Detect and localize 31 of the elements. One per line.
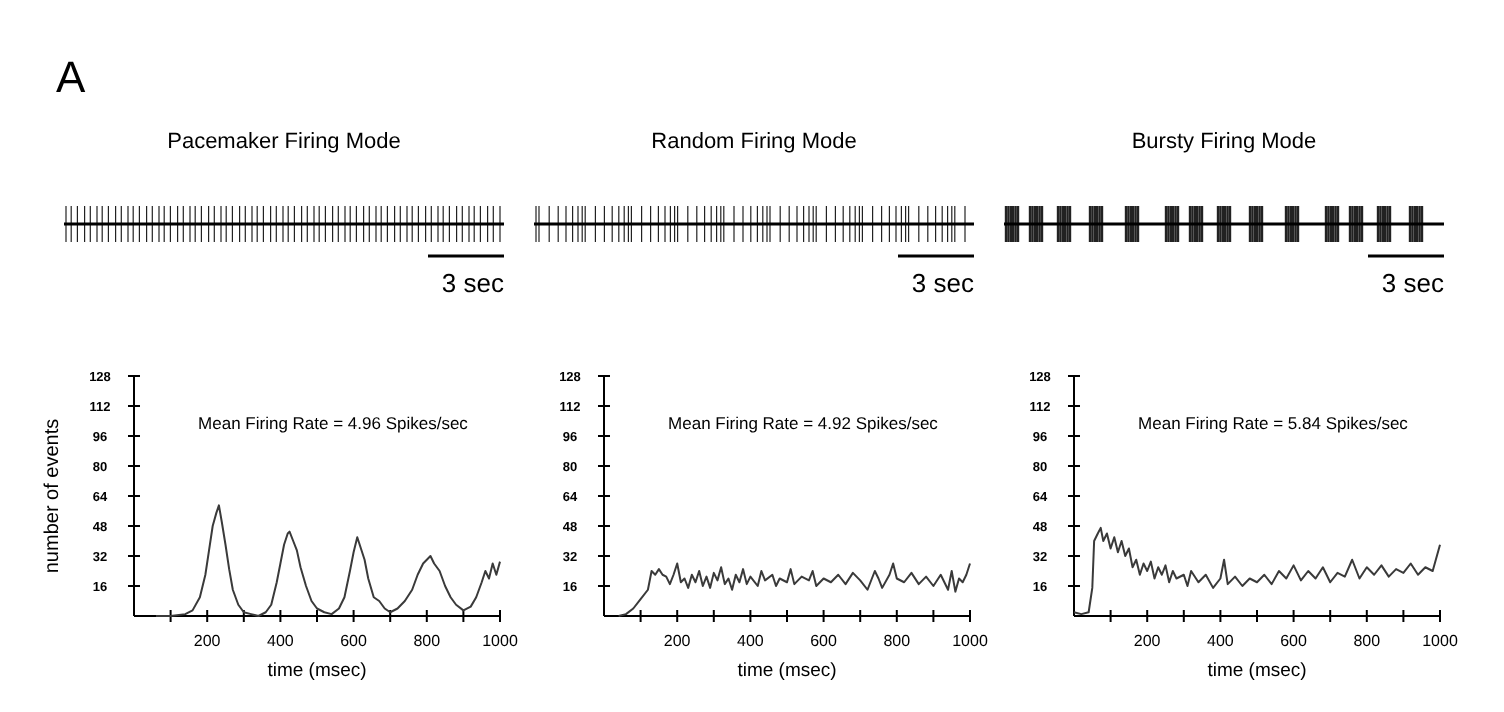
x-tick-label: 600 [340,632,369,650]
line-series [617,562,971,617]
annotation: Mean Firing Rate = 5.84 Spikes/sec [1138,412,1410,433]
annotation: Mean Firing Rate = 4.92 Spikes/sec [668,412,940,433]
annotation: Mean Firing Rate = 4.96 Spikes/sec [198,412,470,433]
x-axis-title: time (msec) [737,660,837,682]
x-tick-label: 600 [810,632,839,650]
x-tick-label: 800 [413,632,442,650]
x-tick-label: 400 [1207,632,1235,650]
x-tick-label: 400 [737,632,765,650]
chart-title: Random Firing Mode [651,130,857,154]
chart-title: Pacemaker Firing Mode [167,130,401,154]
x-tick-label: 1000 [1422,632,1459,650]
x-tick-label: 400 [267,632,295,650]
x-tick-label: 200 [1133,632,1162,650]
x-tick-label: 200 [663,632,692,650]
x-tick-label: 1000 [952,632,989,650]
x-axis-title: time (msec) [1207,660,1307,682]
text: 3 sec [1381,268,1445,298]
x-tick-label: 1000 [482,632,519,650]
x-tick-label: 600 [1280,632,1309,650]
chart-title: Bursty Firing Mode [1131,130,1317,154]
text: 3 sec [441,268,505,298]
x-tick-label: 800 [1353,632,1382,650]
x-axis-title: time (msec) [267,660,367,682]
text: A [56,52,86,102]
text: 3 sec [911,268,975,298]
x-tick-label: 200 [193,632,222,650]
line-series [154,504,501,617]
y-axis-title: number of events [42,418,64,574]
x-tick-label: 800 [883,632,912,650]
